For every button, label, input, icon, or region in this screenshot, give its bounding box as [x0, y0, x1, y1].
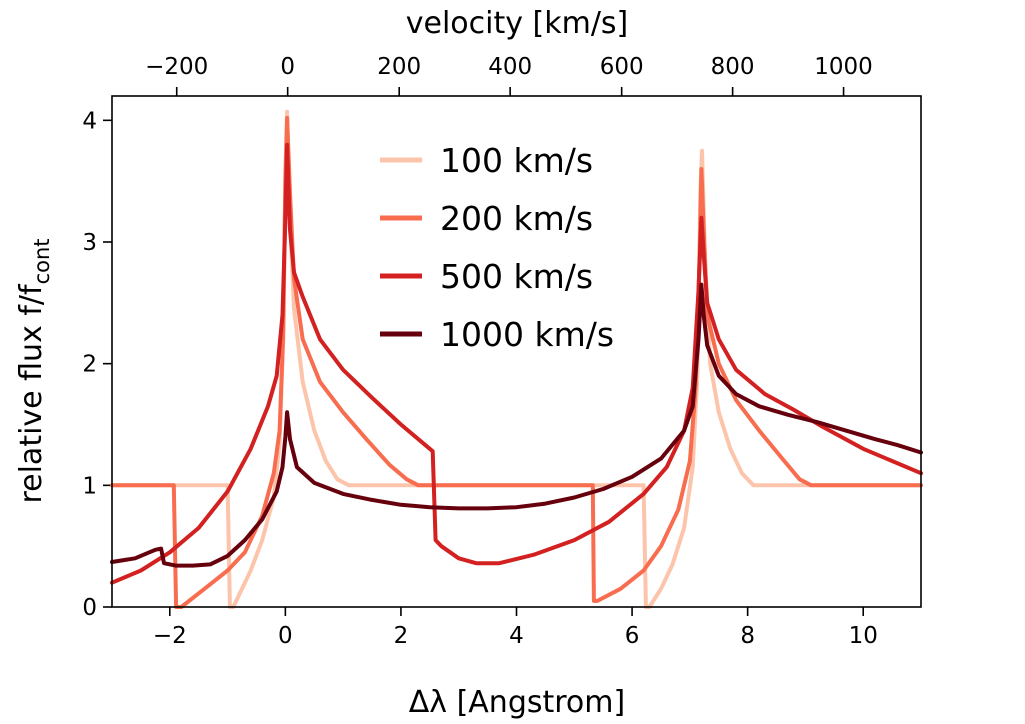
x-tick-label: 2 — [394, 623, 409, 649]
series-lines — [110, 109, 923, 609]
legend: 100 km/s 200 km/s 500 km/s 1000 km/s — [380, 141, 614, 354]
y-tick-label: 0 — [82, 595, 97, 621]
x-tick-label: 0 — [278, 623, 293, 649]
top-tick-label: 1000 — [814, 54, 873, 80]
top-tick-label: 800 — [711, 54, 755, 80]
legend-label: 100 km/s — [440, 141, 593, 180]
x-tick-label: 4 — [509, 623, 524, 649]
y-axis-title: relative flux f/fcont — [14, 238, 54, 503]
top-tick-label: 200 — [377, 54, 421, 80]
legend-label: 1000 km/s — [440, 315, 614, 354]
y-axis-title-main: relative flux f/f — [14, 283, 49, 504]
tick-marks — [103, 87, 865, 616]
x-tick-label: 6 — [625, 623, 640, 649]
top-axis-title: velocity [km/s] — [406, 6, 629, 41]
series-line — [110, 109, 923, 609]
y-tick-label: 1 — [82, 473, 97, 499]
x-tick-label: 10 — [849, 623, 878, 649]
y-tick-label: 2 — [82, 352, 97, 378]
tick-labels: −2 0 2 4 6 8 10 0 1 2 3 4 −200 0 200 400 600 800 1000 — [82, 54, 877, 649]
y-tick-label: 4 — [82, 108, 97, 134]
series-line — [110, 115, 923, 609]
legend-label: 500 km/s — [440, 257, 593, 296]
y-tick-label: 3 — [82, 230, 97, 256]
y-axis-title-subscript: cont — [30, 238, 54, 284]
series-line — [110, 282, 923, 568]
plot-frame — [111, 95, 922, 608]
series-line — [110, 142, 923, 585]
top-tick-label: −200 — [145, 54, 208, 80]
top-tick-label: 400 — [488, 54, 532, 80]
x-tick-label: −2 — [153, 623, 187, 649]
x-tick-label: 8 — [740, 623, 755, 649]
top-tick-label: 600 — [600, 54, 644, 80]
top-tick-label: 0 — [280, 54, 295, 80]
x-axis-title: Δλ [Angstrom] — [409, 685, 625, 720]
legend-label: 200 km/s — [440, 199, 593, 238]
